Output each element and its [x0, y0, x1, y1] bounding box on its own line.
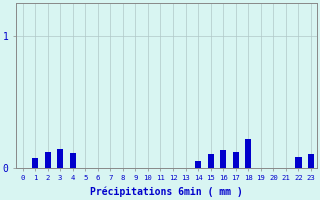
Bar [295, 157, 301, 168]
Bar [44, 152, 51, 168]
Bar [207, 154, 214, 168]
Bar [308, 154, 314, 168]
Bar [233, 152, 239, 168]
Bar [69, 153, 76, 168]
Bar [57, 149, 63, 168]
Bar [220, 150, 226, 168]
Bar [32, 158, 38, 168]
X-axis label: Précipitations 6min ( mm ): Précipitations 6min ( mm ) [90, 187, 243, 197]
Bar [195, 161, 201, 168]
Bar [245, 139, 252, 168]
